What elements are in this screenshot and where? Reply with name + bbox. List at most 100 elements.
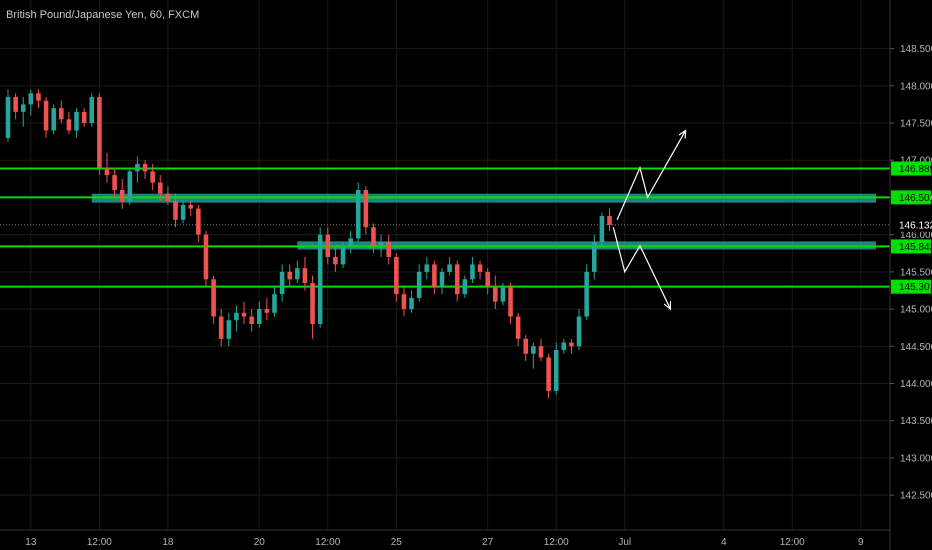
current-price-tag bbox=[891, 217, 931, 232]
candle-body bbox=[355, 190, 361, 239]
candle-body bbox=[249, 316, 254, 324]
candle-body bbox=[447, 264, 452, 272]
candle-body bbox=[188, 204, 194, 209]
candle-body bbox=[409, 297, 414, 310]
candle-body bbox=[142, 163, 148, 172]
grid bbox=[0, 0, 890, 530]
candle-body bbox=[500, 286, 506, 302]
candle-body bbox=[74, 111, 79, 131]
bullish-path bbox=[616, 130, 687, 221]
support-1-tag-label: 145.842 bbox=[899, 242, 932, 253]
candle-body bbox=[462, 279, 468, 295]
chart-title: British Pound/Japanese Yen, 60, FXCM bbox=[6, 9, 200, 21]
candle-body bbox=[317, 234, 323, 324]
y-tick-label: 142.500 bbox=[900, 491, 932, 502]
y-tick-label: 144.000 bbox=[900, 379, 932, 390]
candle-body bbox=[112, 175, 117, 190]
y-tick-label: 147.500 bbox=[900, 119, 932, 130]
y-tick-label: 144.500 bbox=[900, 342, 932, 353]
candle-body bbox=[371, 227, 376, 246]
candle-body bbox=[279, 271, 285, 295]
candle-body bbox=[333, 256, 338, 265]
x-tick-label: 13 bbox=[25, 537, 37, 548]
candle-body bbox=[348, 238, 353, 246]
price-axis[interactable]: 142.500 143.000 143.500 144.000 144.500 145.0… bbox=[890, 44, 932, 502]
candle-body bbox=[81, 111, 87, 124]
candle-body bbox=[508, 286, 513, 317]
candle-body bbox=[66, 119, 72, 131]
x-tick-label: 25 bbox=[391, 537, 403, 548]
x-tick-label: 12:00 bbox=[87, 537, 112, 548]
candle-body bbox=[234, 312, 239, 321]
candle-body bbox=[538, 346, 544, 358]
candle-body bbox=[226, 320, 232, 339]
current-price-label: 146.132 bbox=[899, 220, 932, 231]
x-tick-label: 27 bbox=[482, 537, 494, 548]
resistance-2-tag-label: 146.501 bbox=[899, 193, 932, 204]
candle-body bbox=[241, 312, 247, 317]
candle-body bbox=[394, 256, 399, 295]
candle-body bbox=[13, 96, 18, 112]
candle-body bbox=[157, 182, 163, 194]
candle-body bbox=[454, 264, 460, 295]
candle-body bbox=[173, 201, 178, 220]
y-tick-label: 143.500 bbox=[900, 416, 932, 427]
candle-body bbox=[302, 268, 308, 284]
support-2-tag bbox=[891, 279, 931, 294]
candle-body bbox=[607, 216, 612, 225]
candle-body bbox=[264, 309, 270, 313]
candle-body bbox=[295, 268, 300, 280]
candle-body bbox=[28, 93, 34, 105]
candle-body bbox=[104, 167, 110, 176]
x-tick-label: 4 bbox=[721, 537, 727, 548]
resistance-1-tag-label: 146.889 bbox=[899, 164, 932, 175]
y-tick-label: 147.000 bbox=[900, 156, 932, 167]
candle-body bbox=[546, 357, 551, 391]
x-tick-label: 18 bbox=[162, 537, 174, 548]
candle-body bbox=[127, 171, 133, 202]
candle-body bbox=[470, 264, 475, 280]
x-tick-label: 12:00 bbox=[780, 537, 805, 548]
zones bbox=[91, 193, 876, 250]
candle-body bbox=[180, 204, 186, 220]
price-tags: 146.889 146.501 145.842 145.301 146.132 bbox=[891, 161, 932, 294]
x-tick-label: 12:00 bbox=[544, 537, 569, 548]
candle-body bbox=[531, 346, 536, 354]
candle-body bbox=[378, 242, 384, 246]
y-tick-label: 148.000 bbox=[900, 81, 932, 92]
time-axis[interactable]: 13 12:00 18 20 12:00 25 27 12:00 Jul 4 12:00 9 bbox=[25, 537, 864, 548]
candle-body bbox=[51, 108, 56, 131]
candle-body bbox=[432, 264, 437, 287]
support-1-tag bbox=[891, 239, 931, 254]
candle-body bbox=[553, 350, 559, 391]
candle-body bbox=[493, 286, 498, 302]
candle-body bbox=[89, 96, 95, 124]
bullish-path-head bbox=[678, 129, 687, 139]
candle-body bbox=[561, 342, 567, 350]
x-tick-label: 20 bbox=[254, 537, 266, 548]
candle-body bbox=[576, 316, 582, 347]
x-tick-label: Jul bbox=[618, 537, 631, 548]
candle-body bbox=[515, 316, 521, 339]
candles bbox=[5, 89, 612, 399]
bearish-path-head bbox=[663, 301, 672, 311]
candle-body bbox=[59, 108, 64, 120]
candle-body bbox=[203, 234, 209, 280]
candle-body bbox=[325, 234, 331, 257]
resistance-1-tag bbox=[891, 161, 931, 176]
candle-body bbox=[165, 193, 171, 202]
levels bbox=[0, 167, 890, 288]
candle-body bbox=[523, 338, 529, 354]
candle-body bbox=[43, 100, 49, 131]
candle-body bbox=[340, 245, 346, 265]
candle-body bbox=[272, 294, 277, 313]
candle-body bbox=[439, 271, 445, 287]
candle-body bbox=[424, 264, 430, 272]
candle-body bbox=[218, 316, 224, 339]
x-tick-label: 12:00 bbox=[315, 537, 340, 548]
y-tick-label: 143.000 bbox=[900, 453, 932, 464]
candle-body bbox=[36, 93, 41, 101]
candle-body bbox=[97, 96, 102, 168]
